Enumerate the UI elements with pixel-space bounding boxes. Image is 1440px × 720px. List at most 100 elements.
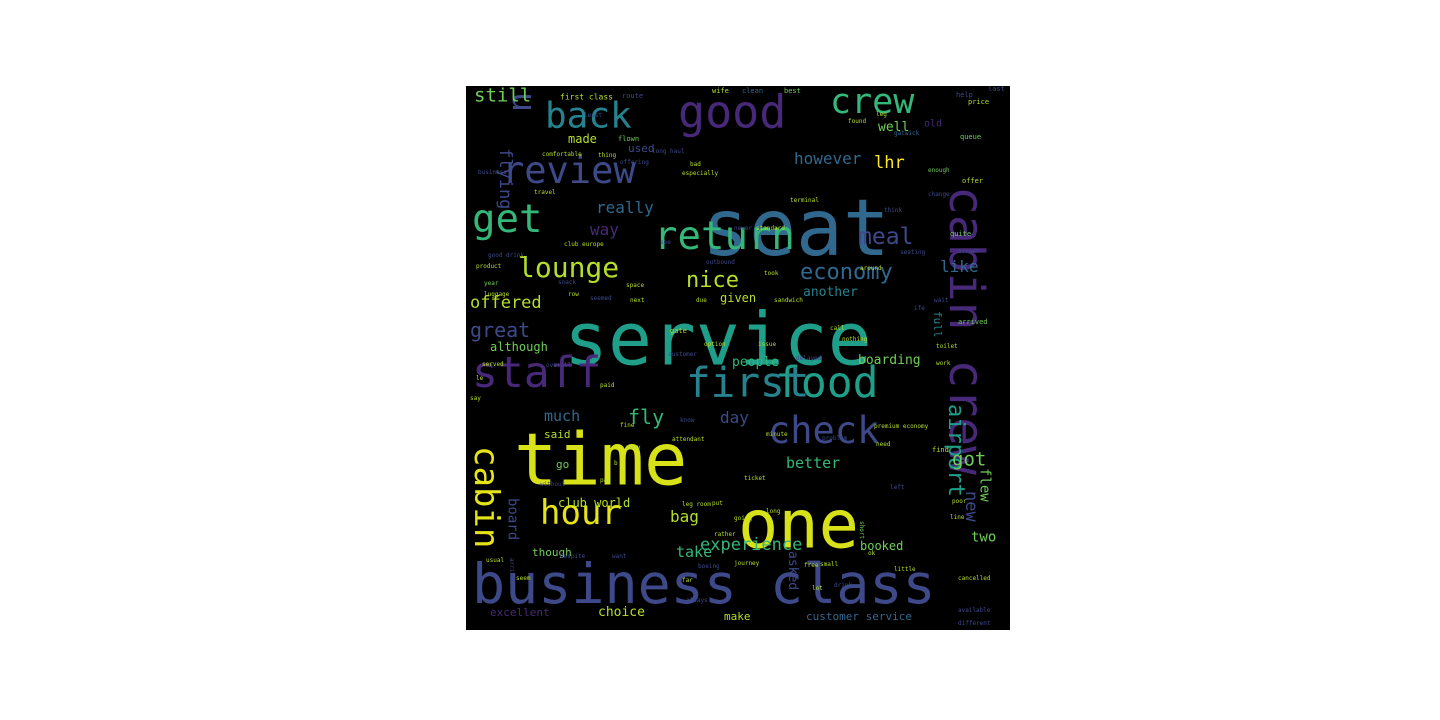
word-attendant: attendant [672, 436, 705, 443]
word-short: short [858, 521, 865, 539]
word-people: people [732, 355, 779, 370]
word-without: without [540, 481, 566, 488]
word-though: though [532, 546, 572, 559]
word-make: make [724, 610, 751, 623]
word-gatwick: gatwick [894, 130, 920, 137]
word-food: food [775, 358, 879, 408]
word-customer: customer [668, 351, 697, 358]
word-arrived: arrived [958, 318, 988, 326]
word-especially: especially [682, 170, 719, 177]
word-free: free [804, 562, 819, 569]
word-snack: snack [558, 279, 576, 286]
word-put: put [712, 500, 723, 507]
word-much: much [544, 407, 580, 425]
word-first: first [686, 358, 809, 406]
word-one: one [738, 486, 859, 564]
word-around: around [860, 265, 882, 272]
word-line: line [950, 514, 965, 521]
word-journey: journey [734, 560, 760, 567]
word-issue: issue [758, 341, 776, 348]
word-flew: flew [976, 468, 992, 502]
word-screen: screen [958, 248, 980, 255]
word-change: change [928, 191, 950, 198]
word-check: check [768, 409, 879, 452]
word-small: small [820, 561, 838, 568]
word-lot: lot [812, 585, 823, 592]
word-u: u [505, 92, 544, 112]
word-first-class: first class [560, 93, 613, 102]
word-never: never [734, 225, 752, 232]
word-took: took [764, 270, 779, 277]
word-know: know [680, 417, 695, 424]
word-see: see [660, 239, 671, 246]
word-flying: flying [495, 148, 515, 209]
word-crew: crew [830, 86, 915, 122]
word-club-europe: club europe [564, 241, 604, 248]
word-airport: airport [943, 404, 968, 497]
word-travel: travel [534, 189, 556, 196]
word-enough: enough [928, 167, 950, 174]
word-wife: wife [712, 87, 729, 95]
word-review: review [502, 149, 636, 192]
word-usual: usual [486, 557, 504, 564]
word-flown: flown [618, 135, 639, 143]
word-asked: asked [785, 551, 800, 590]
word-nothing: nothing [842, 336, 868, 343]
word-call: call [830, 325, 845, 332]
word-return: return [654, 214, 795, 259]
word-seat: seat [702, 184, 890, 274]
word-experience: experience [700, 535, 802, 555]
word-customer-service: customer service [806, 610, 912, 623]
word-available: available [958, 607, 991, 614]
word-drink: drink [834, 582, 852, 589]
word-row: row [568, 291, 579, 298]
word-choice: choice [598, 605, 645, 620]
word-due: due [696, 297, 707, 304]
word-le: le [476, 375, 484, 382]
word-although: although [490, 340, 548, 354]
word-despite: despite [560, 553, 586, 560]
word-better: better [786, 454, 840, 472]
word-offered: offered [470, 293, 542, 313]
word-rather: rather [714, 531, 736, 538]
word-offering: offering [620, 159, 649, 166]
word-far: far [682, 577, 693, 584]
word-back: back [545, 96, 632, 137]
word-cancelled: cancelled [958, 575, 991, 582]
word-help: help [956, 91, 973, 99]
word-ok: ok [868, 550, 876, 557]
word-paid: paid [600, 382, 615, 389]
word-however: however [794, 149, 862, 168]
word-leg-room: leg room [682, 501, 711, 508]
word-booked: booked [860, 539, 903, 553]
word-staff: staff [472, 348, 601, 398]
word-premium-economy: premium economy [874, 423, 929, 430]
word-least: least [584, 112, 602, 119]
word-long: long [766, 508, 781, 515]
word-cabin: cabin [466, 446, 506, 548]
word-hour: hour [540, 493, 622, 533]
word-club-world: club world [558, 496, 630, 510]
word-get: get [472, 197, 542, 242]
word-price: price [968, 98, 989, 106]
word-delayed: delayed [796, 355, 822, 362]
word-still: still [474, 86, 531, 107]
word-full: full [931, 311, 944, 338]
word-ife: ife [914, 305, 925, 312]
word-left: left [890, 484, 905, 491]
word-ticket: ticket [744, 475, 766, 482]
word-seemed: seemed [590, 295, 612, 302]
word-little: little [894, 566, 916, 573]
word-thing: thing [598, 152, 616, 159]
word-b: b [614, 460, 618, 467]
word-cabin-crew: cabin crew [938, 186, 994, 475]
word-standard: standard [756, 225, 785, 232]
word-found: found [848, 118, 866, 125]
word-like: like [940, 257, 979, 276]
word-want: want [612, 553, 627, 560]
word-year: year [484, 280, 499, 287]
word-nice: nice [686, 268, 739, 293]
word-fly: fly [628, 405, 664, 429]
word-many: many [626, 444, 641, 451]
word-really: really [596, 198, 654, 217]
